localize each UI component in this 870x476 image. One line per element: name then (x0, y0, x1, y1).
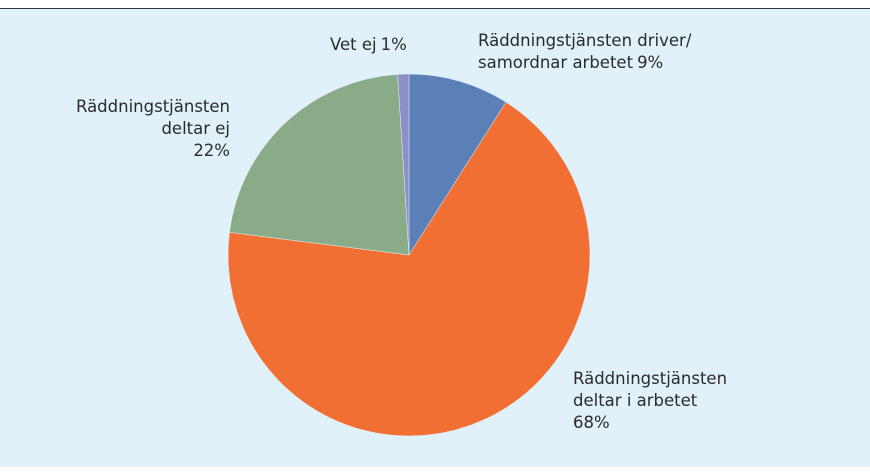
value-label: 1% (380, 35, 407, 54)
pie-slice (229, 74, 410, 256)
pie-slice (397, 73, 410, 256)
slice-label: Räddningstjänsten deltar ej 22% (40, 96, 230, 162)
value-label: 9% (637, 53, 664, 72)
category-name: Räddningstjänsten deltar i arbetet (573, 369, 728, 410)
category-name: Räddningstjänsten driver/ samordnar arbe… (478, 31, 692, 72)
pie-slice (408, 73, 507, 256)
value-label: 68% (573, 413, 610, 432)
slice-label: Vet ej 1% (330, 34, 450, 56)
top-rule (0, 8, 870, 9)
category-name: Vet ej (330, 35, 377, 54)
category-name: Räddningstjänsten deltar ej (75, 97, 230, 138)
slice-label: Räddningstjänsten driver/ samordnar arbe… (478, 30, 738, 74)
slice-label: Räddningstjänsten deltar i arbetet 68% (573, 368, 773, 434)
pie-slice (227, 101, 591, 437)
value-label: 22% (193, 141, 230, 160)
